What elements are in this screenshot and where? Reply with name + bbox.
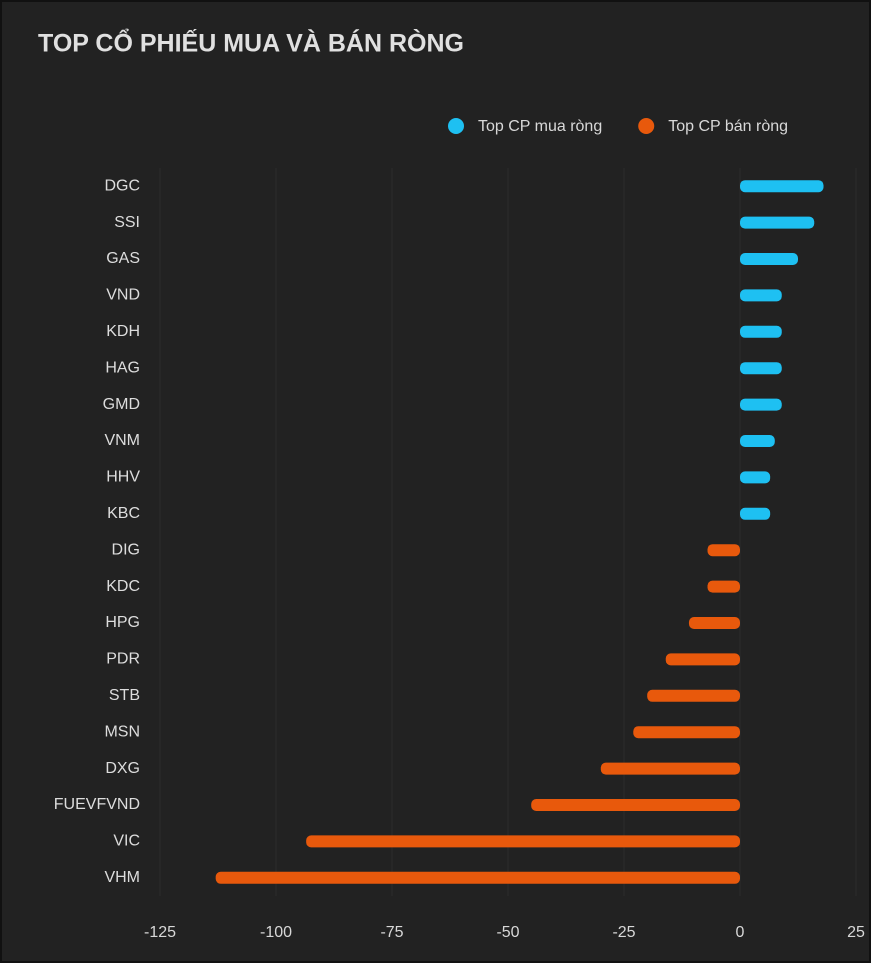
y-tick-label: VHM bbox=[104, 869, 140, 886]
chart-title: TOP CỔ PHIẾU MUA VÀ BÁN RÒNG bbox=[38, 28, 464, 58]
bar bbox=[740, 362, 782, 375]
y-tick-label: DIG bbox=[112, 541, 140, 558]
bar bbox=[707, 544, 740, 557]
legend-marker bbox=[638, 118, 655, 134]
bar bbox=[740, 289, 782, 302]
x-tick-label: -25 bbox=[612, 924, 635, 941]
y-tick-label: KBC bbox=[107, 505, 140, 522]
bar bbox=[740, 398, 782, 411]
x-tick-label: -50 bbox=[496, 924, 519, 941]
bar bbox=[740, 471, 771, 484]
y-tick-label: MSN bbox=[104, 723, 140, 740]
bar bbox=[740, 435, 775, 447]
y-tick-label: PDR bbox=[106, 651, 140, 668]
legend-label: Top CP bán ròng bbox=[668, 118, 788, 135]
y-tick-label: KDC bbox=[106, 578, 140, 595]
bar bbox=[306, 835, 740, 848]
y-tick-label: VIC bbox=[113, 833, 140, 850]
x-tick-label: 0 bbox=[736, 924, 745, 941]
y-tick-label: GMD bbox=[103, 396, 140, 413]
bar bbox=[665, 653, 740, 666]
bar bbox=[740, 507, 771, 520]
x-tick-label: -125 bbox=[144, 924, 176, 941]
y-tick-label: DGC bbox=[104, 177, 140, 194]
y-tick-label: FUEVFVND bbox=[54, 796, 140, 813]
legend-marker bbox=[448, 118, 464, 134]
y-tick-label: SSI bbox=[114, 214, 140, 231]
bar bbox=[688, 617, 740, 629]
bar bbox=[647, 689, 740, 702]
x-tick-label: -75 bbox=[380, 924, 403, 941]
y-tick-label: HAG bbox=[105, 359, 140, 376]
y-tick-label: STB bbox=[109, 687, 140, 704]
y-tick-label: VNM bbox=[104, 432, 140, 449]
y-tick-label: HHV bbox=[106, 469, 140, 486]
y-tick-label: HPG bbox=[105, 614, 140, 631]
x-tick-label: -100 bbox=[260, 924, 292, 941]
legend-label: Top CP mua ròng bbox=[478, 118, 602, 135]
bar bbox=[633, 726, 740, 739]
y-tick-label: KDH bbox=[106, 323, 140, 340]
y-tick-label: GAS bbox=[106, 250, 140, 267]
bar bbox=[740, 180, 824, 193]
y-tick-label: VND bbox=[106, 287, 140, 304]
x-tick-label: 25 bbox=[847, 924, 865, 941]
bar bbox=[740, 216, 815, 229]
bar bbox=[215, 871, 740, 884]
bar bbox=[707, 580, 740, 593]
bar bbox=[531, 799, 740, 811]
y-tick-label: DXG bbox=[105, 760, 140, 777]
bar bbox=[740, 325, 782, 338]
bar bbox=[600, 762, 740, 775]
bar bbox=[740, 253, 798, 265]
